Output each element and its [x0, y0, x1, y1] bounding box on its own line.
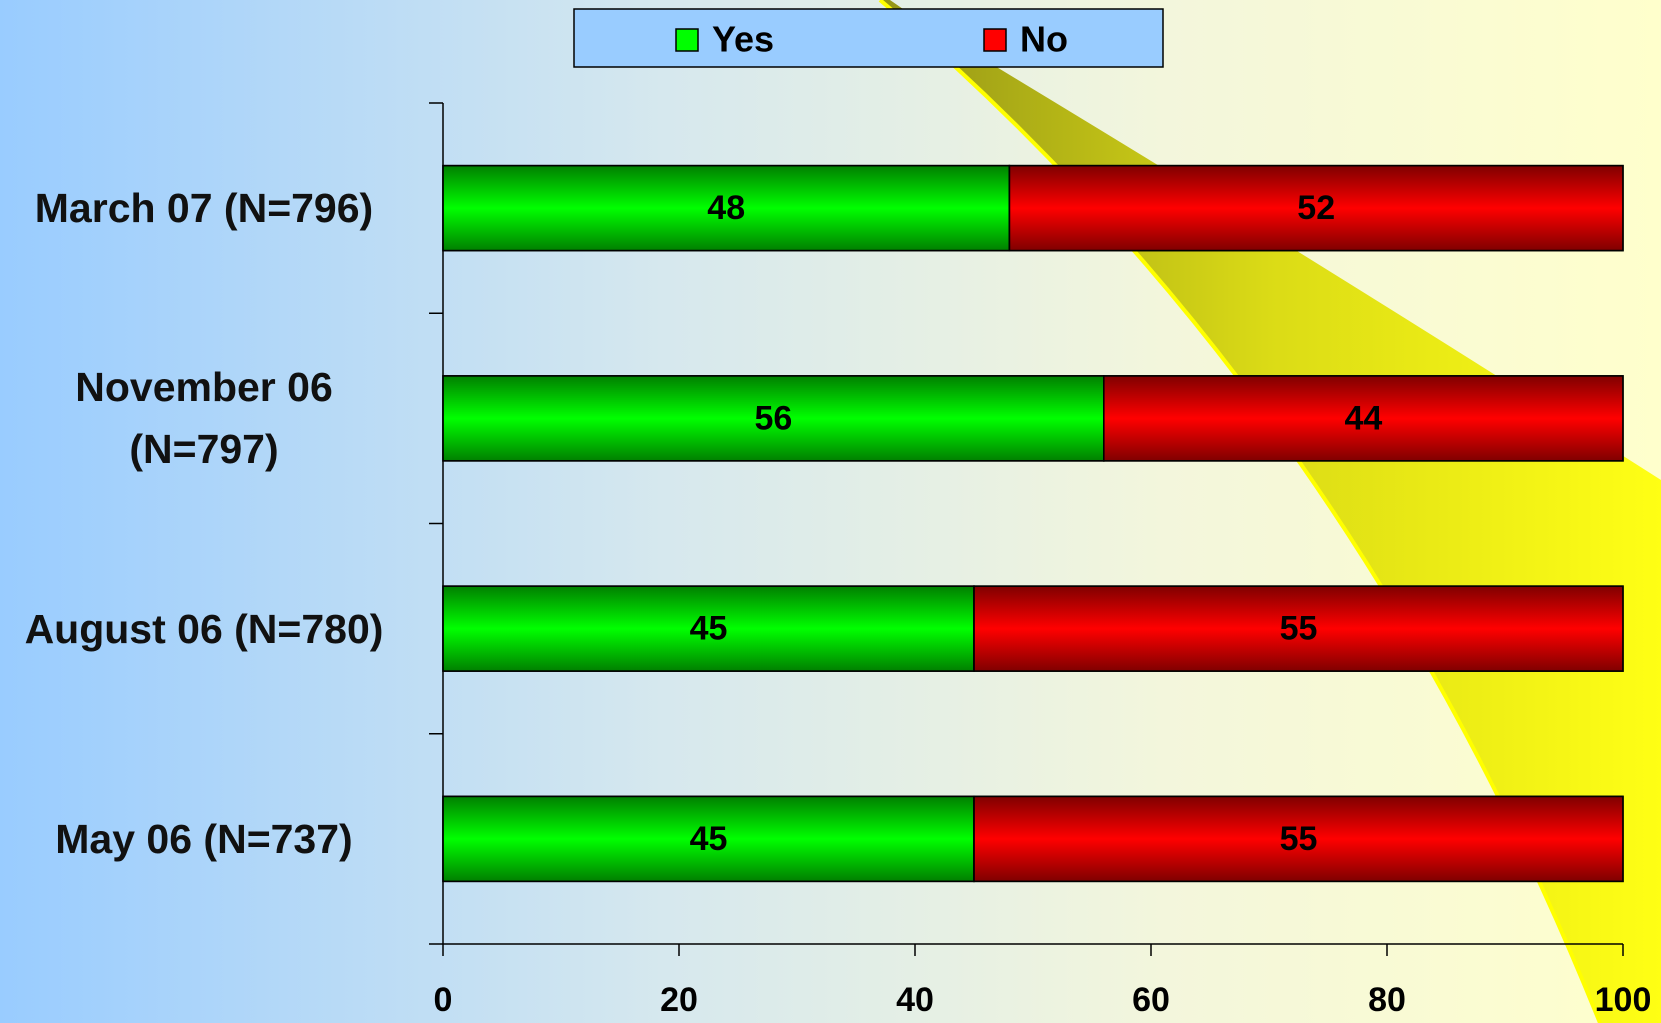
x-tick-label: 20 [660, 981, 698, 1019]
background-swoosh [880, 0, 1661, 1023]
bar-shade [973, 795, 1624, 883]
data-label: 55 [1280, 610, 1318, 648]
data-label: 48 [707, 189, 745, 227]
category-label: March 07 (N=796) [34, 185, 374, 232]
bar-shade [442, 164, 1011, 252]
bar-shade [973, 585, 1624, 672]
data-label: 45 [690, 820, 728, 858]
legend-label: No [1020, 19, 1068, 60]
data-label: 55 [1280, 820, 1318, 858]
bar-shade [1103, 375, 1624, 462]
legend-swatch [675, 28, 699, 52]
x-tick-label: 100 [1595, 981, 1652, 1019]
legend-swatch [983, 28, 1007, 52]
legend-box [573, 8, 1164, 68]
category-label: November 06 (N=797) [75, 364, 333, 473]
data-label: 45 [690, 610, 728, 648]
data-label: 44 [1344, 399, 1382, 437]
category-label: May 06 (N=737) [55, 815, 353, 862]
x-tick-label: 60 [1132, 981, 1170, 1019]
data-label: 56 [754, 399, 792, 437]
legend-label: Yes [712, 19, 774, 60]
bar-shade [1008, 164, 1624, 252]
bar-shade [442, 585, 975, 672]
bar-shade [442, 375, 1105, 462]
category-label: August 06 (N=780) [24, 605, 384, 652]
x-tick-label: 0 [434, 981, 453, 1019]
x-tick-label: 40 [896, 981, 934, 1019]
data-label: 52 [1297, 189, 1335, 227]
bar-shade [442, 795, 975, 883]
x-tick-label: 80 [1368, 981, 1406, 1019]
